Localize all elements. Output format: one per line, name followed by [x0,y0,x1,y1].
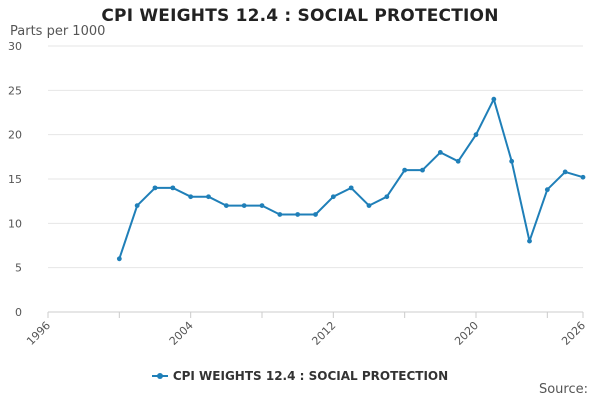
data-point [473,132,479,138]
data-point [241,203,247,209]
x-tick-label: 1996 [24,319,53,348]
data-point [366,203,372,209]
data-point [544,187,550,193]
data-point [330,194,336,200]
data-point [259,203,265,209]
data-point [295,212,301,217]
data-point [402,167,408,173]
data-point [348,185,354,191]
data-point [509,158,515,164]
legend-label: CPI WEIGHTS 12.4 : SOCIAL PROTECTION [172,369,449,383]
data-point [420,167,425,173]
data-point [134,203,140,209]
legend-swatch-icon [151,373,168,379]
data-point [188,194,194,200]
y-tick-label: 10 [8,217,22,230]
data-point [223,203,229,209]
data-point [116,256,122,262]
data-point [170,185,176,191]
y-tick-label: 5 [15,262,22,275]
data-point [437,150,443,155]
y-axis-unit-label: Parts per 1000 [10,24,106,39]
data-point [313,212,318,217]
x-axis: 1996 2004 2012 2020 2026 [24,311,588,348]
y-tick-label: 20 [8,129,22,142]
data-point [527,238,532,244]
data-point [491,96,497,102]
x-tick-label: 2020 [452,319,481,348]
data-point [277,212,283,217]
data-point [580,174,586,180]
legend[interactable]: CPI WEIGHTS 12.4 : SOCIAL PROTECTION [0,366,600,383]
x-tick-label: 2004 [167,319,196,348]
data-point [455,158,461,164]
data-point [152,185,158,191]
y-axis: 0 5 10 15 20 25 30 [8,40,22,319]
y-tick-label: 25 [8,84,22,97]
x-tick-label: 2026 [559,319,588,348]
x-tick-label: 2012 [309,319,338,348]
y-tick-label: 15 [8,173,22,186]
y-tick-label: 30 [8,40,22,53]
chart-title: CPI WEIGHTS 12.4 : SOCIAL PROTECTION [101,6,499,26]
data-point [562,169,568,175]
source-label: Source: [538,382,588,397]
y-tick-label: 0 [15,306,22,319]
data-point [384,194,390,200]
data-point [206,194,211,200]
gridlines [48,45,583,269]
series-layer [116,96,586,262]
